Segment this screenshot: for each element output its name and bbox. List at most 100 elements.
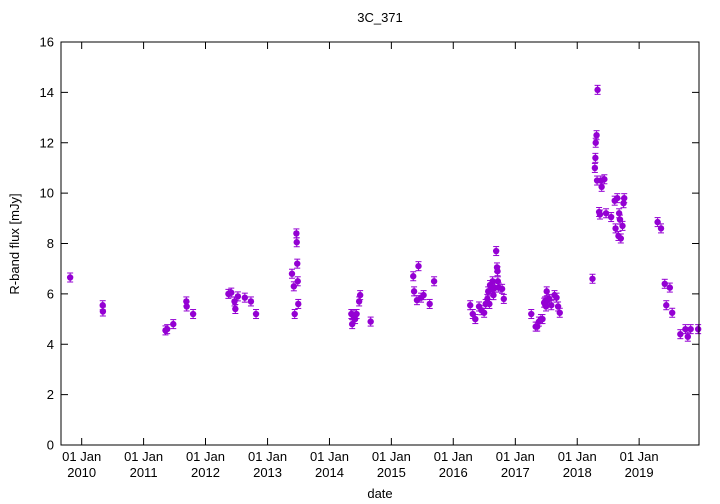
data-point-marker (234, 293, 242, 300)
data-point (356, 290, 364, 301)
x-tick-label: 2019 (625, 465, 654, 480)
data-point (621, 193, 628, 204)
data-point (294, 258, 301, 269)
data-point-marker (252, 310, 260, 318)
data-point-marker (189, 310, 197, 318)
data-point (288, 268, 296, 279)
data-point (183, 301, 190, 312)
x-tick-label: 01 Jan (558, 449, 597, 464)
data-point (528, 309, 535, 320)
data-point (494, 266, 501, 277)
data-point (607, 212, 615, 223)
x-tick-label: 2014 (315, 465, 344, 480)
data-point (295, 298, 302, 309)
data-point-marker (232, 305, 239, 313)
data-point-marker (356, 291, 364, 299)
data-point (666, 282, 674, 293)
data-point-marker (687, 325, 694, 333)
data-point (556, 307, 563, 318)
y-tick-label: 16 (40, 35, 54, 50)
data-point-marker (500, 295, 508, 303)
data-point-marker (612, 225, 619, 232)
data-point (294, 276, 301, 287)
data-point-marker (426, 300, 433, 308)
data-point (247, 296, 255, 307)
x-tick-label: 2011 (130, 465, 158, 480)
data-point-marker (183, 298, 190, 305)
data-points (66, 84, 702, 342)
y-tick-label: 4 (47, 337, 54, 352)
x-axis-label: date (367, 486, 392, 501)
data-point-marker (410, 273, 417, 280)
data-point-marker (480, 309, 488, 316)
x-tick-label: 2012 (191, 465, 220, 480)
data-point (234, 291, 242, 302)
data-point (232, 303, 239, 314)
data-point-marker (617, 235, 625, 242)
data-point-marker (293, 230, 300, 237)
data-point-marker (592, 154, 599, 162)
data-point-marker (593, 131, 600, 139)
data-point (592, 152, 599, 163)
data-point-marker (591, 164, 599, 172)
y-tick-label: 14 (40, 85, 54, 100)
data-point (170, 319, 177, 330)
data-point-marker (294, 260, 301, 267)
data-point-marker (290, 283, 298, 290)
y-tick-label: 6 (47, 286, 54, 301)
data-point-marker (241, 294, 249, 301)
x-tick-label: 01 Jan (434, 449, 473, 464)
data-point (430, 276, 438, 287)
data-point-marker (99, 308, 107, 315)
data-point (669, 307, 676, 318)
data-point-marker (498, 285, 506, 293)
data-point-marker (553, 294, 560, 301)
data-point-marker (228, 289, 235, 296)
data-point (469, 309, 476, 320)
data-point-marker (467, 302, 474, 309)
data-point (66, 272, 74, 283)
data-point-marker (528, 310, 535, 318)
data-point (539, 314, 546, 325)
x-tick-label: 01 Jan (186, 449, 225, 464)
data-point (602, 208, 610, 219)
data-point-marker (410, 288, 418, 295)
data-point (498, 283, 506, 294)
data-point-marker (183, 303, 190, 310)
data-point-marker (420, 291, 427, 299)
data-point-marker (492, 247, 500, 255)
x-tick-label: 2017 (501, 465, 530, 480)
data-point-marker (657, 225, 665, 232)
x-tick-label: 01 Jan (248, 449, 287, 464)
data-point (687, 324, 694, 335)
data-point (619, 220, 626, 231)
data-point (500, 293, 508, 304)
x-tick-label: 01 Jan (620, 449, 659, 464)
data-point-marker (663, 302, 670, 309)
data-point (589, 273, 596, 284)
data-point-marker (596, 211, 604, 218)
data-point (548, 300, 555, 311)
data-point-marker (669, 309, 676, 316)
data-point (252, 309, 260, 320)
data-point (663, 300, 670, 311)
data-point-marker (295, 300, 302, 308)
x-tick-label: 2018 (563, 465, 592, 480)
x-tick-label: 01 Jan (124, 449, 163, 464)
x-tick-label: 01 Jan (372, 449, 411, 464)
data-point-marker (677, 330, 684, 338)
data-point (426, 298, 433, 309)
x-tick-label: 01 Jan (310, 449, 349, 464)
x-tick-label: 01 Jan (62, 449, 101, 464)
data-point (99, 306, 107, 317)
data-point-marker (469, 310, 476, 318)
data-point (353, 309, 360, 320)
data-point (415, 261, 422, 272)
y-axis-label: R-band flux [mJy] (7, 193, 22, 294)
data-point-marker (288, 270, 296, 277)
data-point-marker (430, 278, 438, 285)
data-point-marker (607, 213, 615, 221)
data-point-marker (494, 268, 501, 275)
